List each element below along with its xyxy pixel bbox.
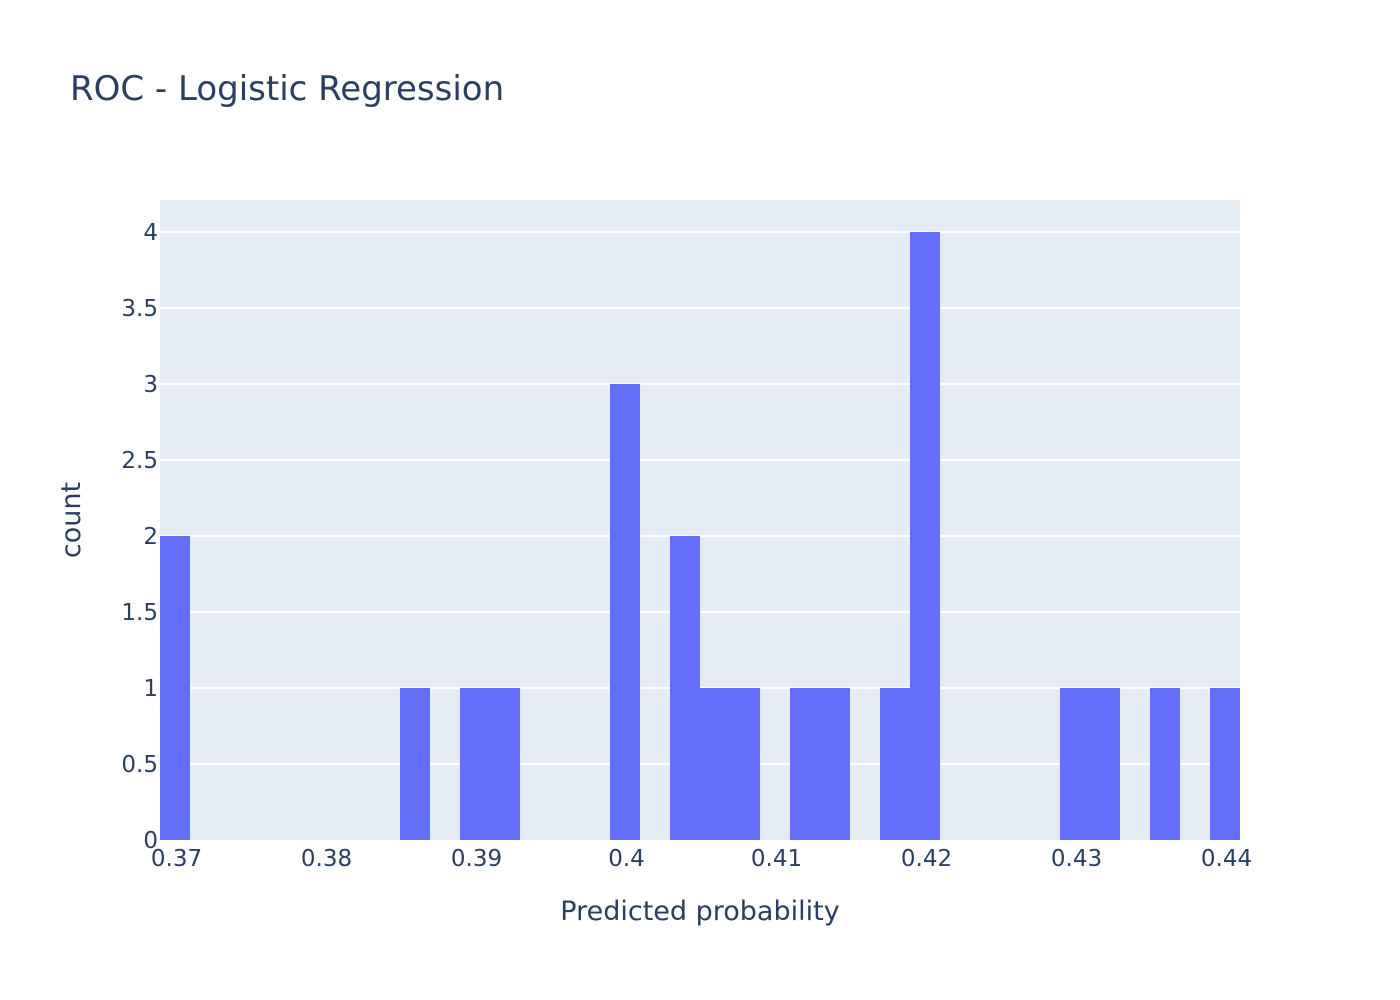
y-tick-label: 4: [143, 220, 158, 246]
x-tick-label: 0.37: [151, 846, 202, 872]
histogram-bar: [820, 687, 850, 840]
y-tick-label: 1: [143, 676, 158, 702]
y-tick-label: 0.5: [121, 752, 158, 778]
x-axis-ticks: 0.37 0.38 0.39 0.4 0.41 0.42 0.43 0.44: [151, 846, 1252, 872]
x-tick-label: 0.43: [1051, 846, 1102, 872]
histogram-bar: [1060, 687, 1090, 840]
x-tick-label: 0.42: [901, 846, 952, 872]
histogram-bar: [1150, 687, 1180, 840]
x-tick-label: 0.41: [751, 846, 802, 872]
histogram-bar: [610, 383, 640, 840]
histogram-bar: [880, 687, 910, 840]
y-tick-label: 2: [143, 524, 158, 550]
histogram-bar: [460, 687, 490, 840]
histogram-bar: [670, 535, 700, 840]
y-tick-label: 2.5: [121, 448, 158, 474]
histogram-bar: [490, 687, 520, 840]
histogram-bar: [730, 687, 760, 840]
histogram-bar: [1090, 687, 1120, 840]
y-tick-label: 3: [143, 372, 158, 398]
chart-title: ROC - Logistic Regression: [70, 69, 504, 109]
histogram-bar: [400, 687, 430, 840]
histogram-bar: [910, 231, 940, 840]
y-axis-title: count: [56, 482, 87, 558]
histogram-bar: [700, 687, 730, 840]
x-axis-title: Predicted probability: [560, 896, 839, 927]
x-tick-label: 0.44: [1201, 846, 1252, 872]
histogram-bar: [160, 535, 190, 840]
histogram-bars: [160, 231, 1240, 840]
x-tick-label: 0.39: [451, 846, 502, 872]
x-tick-label: 0.38: [301, 846, 352, 872]
histogram-bar: [790, 687, 820, 840]
y-tick-label: 3.5: [121, 296, 158, 322]
x-tick-label: 0.4: [608, 846, 645, 872]
y-tick-label: 0: [143, 828, 158, 854]
y-axis-ticks: 0 0.5 1 1.5 2 2.5 3 3.5 4: [121, 220, 158, 854]
histogram-bar: [1210, 687, 1240, 840]
y-tick-label: 1.5: [121, 600, 158, 626]
